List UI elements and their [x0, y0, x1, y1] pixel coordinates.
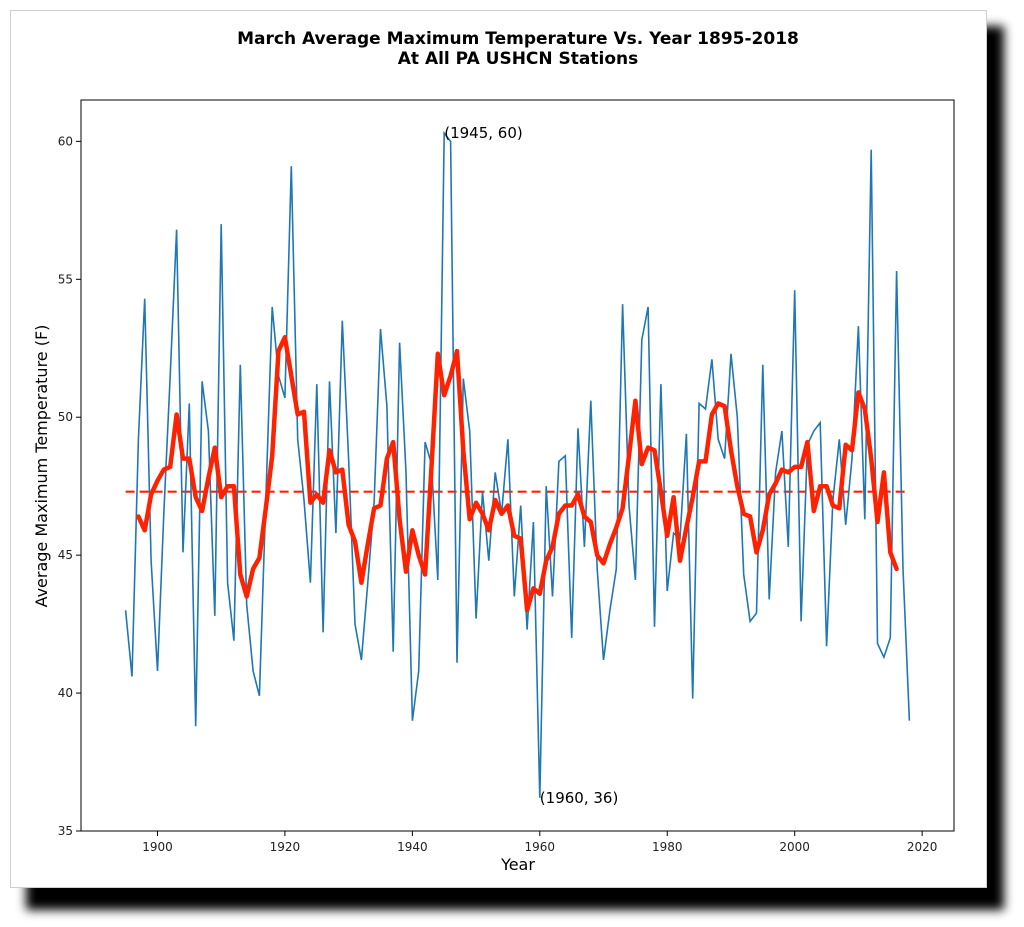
plot-area-frame — [80, 99, 955, 832]
y-tick-label: 55 — [58, 272, 73, 286]
x-tick-label: 1920 — [270, 840, 301, 854]
raw-series-line — [124, 130, 911, 798]
chart-title: March Average Maximum Temperature Vs. Ye… — [237, 29, 799, 49]
annotation-min: (1960, 36) — [540, 789, 619, 807]
x-tick-label: 2020 — [907, 840, 938, 854]
chart-figure: March Average Maximum Temperature Vs. Ye… — [10, 10, 987, 888]
y-axis-ticks: 35 40 45 50 55 60 — [58, 134, 81, 838]
y-tick-label: 40 — [58, 686, 73, 700]
y-tick-label: 50 — [58, 410, 73, 424]
y-axis-label: Average Maximum Temperature (F) — [32, 325, 51, 608]
y-tick-label: 45 — [58, 548, 73, 562]
x-tick-label: 2000 — [779, 840, 810, 854]
y-tick-label: 35 — [58, 824, 73, 838]
x-axis-label: Year — [500, 855, 535, 874]
x-tick-label: 1980 — [652, 840, 683, 854]
chart-subtitle: At All PA USHCN Stations — [398, 49, 639, 69]
x-tick-label: 1940 — [397, 840, 428, 854]
x-tick-label: 1900 — [142, 840, 173, 854]
x-tick-label: 1960 — [525, 840, 556, 854]
chart-svg: March Average Maximum Temperature Vs. Ye… — [32, 29, 955, 874]
x-axis-ticks: 1900 1920 1940 1960 1980 2000 2020 — [142, 831, 937, 854]
y-tick-label: 60 — [58, 134, 73, 148]
annotation-max: (1945, 60) — [444, 124, 523, 142]
smoothed-series-line — [136, 334, 899, 613]
